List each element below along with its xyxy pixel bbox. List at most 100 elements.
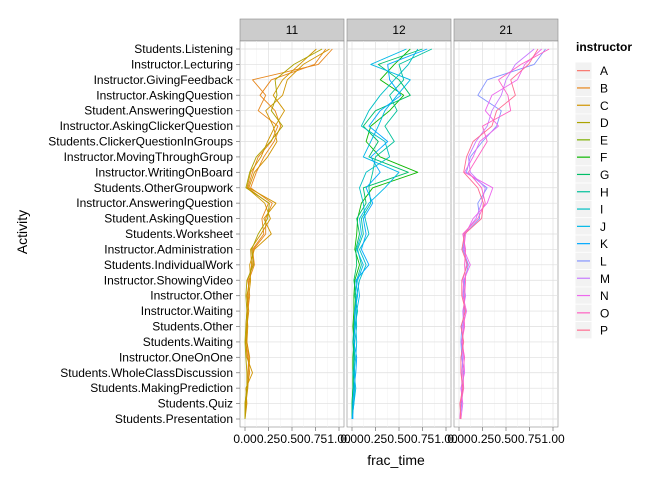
x-tick-label: 0.25: [257, 432, 281, 446]
series-line-P: [459, 48, 539, 420]
y-tick-label: Students.MakingPrediction: [90, 381, 233, 395]
legend-item-L: L: [574, 251, 607, 271]
x-tick-label: 0.25: [364, 432, 388, 446]
legend-item-K: K: [574, 234, 608, 253]
series-line-B: [244, 48, 327, 420]
y-tick-label: Student.AskingQuestion: [104, 212, 233, 226]
y-tick-label: Instructor.AnsweringQuestion: [76, 196, 233, 210]
y-tick-label: Students.WholeClassDiscussion: [60, 366, 233, 380]
x-tick-label: 0.25: [471, 432, 495, 446]
y-tick-label: Instructor.GivingFeedback: [94, 73, 234, 87]
series-line-J: [351, 48, 411, 420]
y-tick-label: Students.Quiz: [158, 397, 233, 411]
x-tick-label: 0.00: [233, 432, 257, 446]
series-line-M: [459, 48, 535, 420]
y-tick-label: Students.Presentation: [115, 412, 233, 426]
gridlines: [240, 41, 344, 427]
y-tick-label: Students.Waiting: [143, 335, 233, 349]
series-line-F: [351, 48, 419, 419]
legend-item-M: M: [574, 269, 610, 288]
legend-label: D: [600, 116, 609, 130]
series-line-K: [352, 48, 428, 419]
legend-label: F: [600, 151, 607, 165]
y-tick-label: Students.Listening: [134, 42, 233, 56]
legend-item-G: G: [574, 165, 609, 184]
series-line-N: [460, 48, 543, 420]
x-tick-label: 0.50: [387, 432, 411, 446]
legend-item-P: P: [574, 321, 608, 340]
facet-panel-11: 11: [239, 18, 345, 428]
y-tick-label: Students.ClickerQuestionInGroups: [48, 135, 233, 149]
legend-label: H: [600, 185, 609, 199]
facet-panel-21: 21: [453, 18, 559, 428]
legend-item-J: J: [574, 217, 606, 236]
facet-panel-12: 12: [346, 18, 452, 428]
x-tick-label: 0.00: [340, 432, 364, 446]
y-tick-label: Instructor.MovingThroughGroup: [64, 150, 234, 164]
y-tick-label: Students.IndividualWork: [104, 258, 234, 272]
x-tick-label: 0.00: [447, 432, 471, 446]
legend-label: E: [600, 133, 608, 147]
series-line-I: [351, 48, 419, 420]
legend-item-D: D: [574, 113, 609, 132]
legend-label: O: [600, 306, 609, 320]
series-line-H: [351, 48, 433, 420]
legend-title: instructor: [576, 40, 632, 54]
facet-strip-label: 11: [286, 23, 299, 37]
x-axis-title: frac_time: [367, 452, 425, 468]
legend-item-O: O: [574, 303, 609, 322]
series-line-O: [459, 48, 550, 420]
x-tick-label: 0.75: [518, 432, 542, 446]
x-tick-label: 0.75: [304, 432, 328, 446]
legend-label: I: [600, 203, 603, 217]
y-tick-label: Students.Other: [152, 320, 233, 334]
x-tick-label: 0.50: [280, 432, 304, 446]
series-line-B: [244, 48, 333, 419]
legend-label: K: [600, 237, 608, 251]
legend-label: A: [600, 64, 608, 78]
legend-item-F: F: [574, 148, 607, 167]
x-tick-labels: 0.00 0.25 0.50 0.75 1.000.00 0.25 0.50 0.75 1.00…: [233, 427, 565, 446]
legend-item-A: A: [574, 61, 608, 80]
legend-label: G: [600, 168, 609, 182]
x-tick-label: 0.50: [494, 432, 518, 446]
legend-label: B: [600, 81, 608, 95]
legend-label: M: [600, 272, 610, 286]
y-tick-label: Instructor.WritingOnBoard: [95, 165, 233, 179]
y-tick-label: Instructor.AskingQuestion: [96, 88, 233, 102]
legend-label: N: [600, 289, 609, 303]
legend-label: C: [600, 99, 609, 113]
legend-item-B: B: [574, 78, 608, 98]
x-tick-label: 1.00: [541, 432, 565, 446]
series-line-C: [244, 48, 330, 420]
y-tick-label: Instructor.ShowingVideo: [104, 273, 234, 287]
y-axis-title: Activity: [14, 210, 30, 254]
y-tick-label: Students.OtherGroupwork: [94, 181, 234, 195]
legend-item-E: E: [574, 130, 608, 149]
legend-item-I: I: [574, 199, 603, 219]
y-tick-label: Students.Worksheet: [125, 227, 234, 241]
legend-item-N: N: [574, 286, 609, 305]
facet-strip-label: 21: [499, 23, 513, 37]
legend-label: L: [600, 254, 607, 268]
legend-label: P: [600, 324, 608, 338]
y-tick-label: Student.AnsweringQuestion: [84, 104, 233, 118]
y-tick-label: Instructor.AskingClickerQuestion: [60, 119, 233, 133]
facet-strip-label: 12: [392, 23, 406, 37]
gridlines: [454, 41, 558, 427]
y-tick-label: Instructor.OneOnOne: [119, 350, 233, 364]
y-tick-label: Instructor.Other: [150, 289, 233, 303]
y-tick-label: Instructor.Administration: [104, 242, 233, 256]
series-line-C: [244, 48, 317, 420]
x-tick-label: 1.00: [327, 432, 351, 446]
legend-item-H: H: [574, 182, 609, 201]
y-tick-label: Instructor.Lecturing: [131, 57, 233, 71]
gridlines: [347, 41, 451, 427]
legend-item-C: C: [574, 96, 609, 115]
facet-panels: 11 12 21: [239, 18, 559, 428]
x-tick-label: 0.75: [411, 432, 435, 446]
